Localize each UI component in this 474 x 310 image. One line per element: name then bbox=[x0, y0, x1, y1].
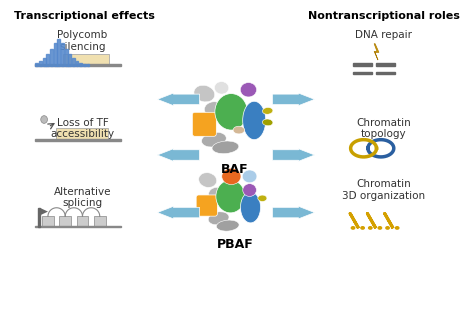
Ellipse shape bbox=[233, 126, 245, 134]
Bar bbox=[38, 208, 40, 227]
Ellipse shape bbox=[214, 82, 229, 94]
Ellipse shape bbox=[201, 132, 226, 147]
Bar bbox=[77, 216, 88, 227]
Ellipse shape bbox=[204, 102, 224, 116]
Ellipse shape bbox=[215, 94, 247, 130]
Text: DNA repair: DNA repair bbox=[355, 30, 412, 40]
Ellipse shape bbox=[209, 187, 225, 200]
Bar bbox=[87, 64, 90, 66]
FancyBboxPatch shape bbox=[192, 112, 216, 136]
Text: Polycomb
silencing: Polycomb silencing bbox=[57, 30, 108, 52]
Ellipse shape bbox=[368, 226, 373, 230]
Ellipse shape bbox=[258, 195, 267, 202]
Polygon shape bbox=[273, 93, 315, 106]
Polygon shape bbox=[157, 93, 200, 106]
Bar bbox=[79, 63, 82, 66]
Ellipse shape bbox=[240, 82, 256, 97]
Polygon shape bbox=[40, 208, 48, 215]
Bar bbox=[376, 72, 395, 74]
Bar bbox=[35, 139, 121, 141]
Ellipse shape bbox=[242, 170, 257, 183]
Polygon shape bbox=[157, 149, 200, 161]
Ellipse shape bbox=[263, 119, 273, 126]
Bar bbox=[64, 48, 67, 66]
FancyBboxPatch shape bbox=[64, 54, 109, 66]
Ellipse shape bbox=[41, 116, 47, 123]
Ellipse shape bbox=[243, 184, 256, 197]
Polygon shape bbox=[157, 206, 200, 219]
Polygon shape bbox=[374, 44, 379, 60]
Bar bbox=[46, 54, 49, 66]
Text: Alternative
splicing: Alternative splicing bbox=[54, 187, 111, 208]
Text: Chromatin
topology: Chromatin topology bbox=[356, 117, 411, 139]
Ellipse shape bbox=[216, 220, 239, 231]
Ellipse shape bbox=[216, 180, 245, 213]
Ellipse shape bbox=[208, 212, 229, 225]
Bar bbox=[353, 72, 372, 74]
Bar bbox=[59, 216, 71, 227]
Ellipse shape bbox=[351, 226, 356, 230]
Bar bbox=[376, 63, 395, 66]
Bar bbox=[54, 43, 56, 66]
Ellipse shape bbox=[243, 101, 266, 140]
Bar bbox=[72, 58, 75, 66]
Text: Transcriptional effects: Transcriptional effects bbox=[14, 11, 155, 21]
Ellipse shape bbox=[385, 226, 390, 230]
Ellipse shape bbox=[202, 200, 217, 211]
Text: PBAF: PBAF bbox=[217, 238, 254, 251]
Ellipse shape bbox=[212, 141, 239, 154]
Bar bbox=[39, 61, 42, 66]
Bar bbox=[35, 225, 121, 227]
Ellipse shape bbox=[377, 226, 383, 230]
Bar bbox=[75, 61, 79, 66]
Bar bbox=[36, 63, 38, 66]
Polygon shape bbox=[273, 149, 315, 161]
Ellipse shape bbox=[195, 117, 213, 131]
Bar bbox=[353, 63, 372, 66]
Ellipse shape bbox=[263, 108, 273, 114]
Text: BAF: BAF bbox=[221, 163, 249, 176]
Bar bbox=[42, 216, 54, 227]
Bar bbox=[50, 48, 53, 66]
Bar bbox=[57, 39, 60, 66]
Bar bbox=[43, 58, 46, 66]
Bar bbox=[61, 43, 64, 66]
FancyBboxPatch shape bbox=[55, 128, 109, 141]
Ellipse shape bbox=[222, 168, 241, 184]
Ellipse shape bbox=[360, 226, 365, 230]
Bar bbox=[68, 54, 71, 66]
FancyBboxPatch shape bbox=[196, 195, 218, 216]
Ellipse shape bbox=[240, 192, 261, 223]
Text: Loss of TF
accessibility: Loss of TF accessibility bbox=[50, 117, 115, 139]
Ellipse shape bbox=[194, 85, 215, 102]
Bar bbox=[35, 64, 121, 66]
Text: Chromatin
3D organization: Chromatin 3D organization bbox=[342, 179, 425, 201]
Polygon shape bbox=[273, 206, 315, 219]
Text: Nontranscriptional roles: Nontranscriptional roles bbox=[308, 11, 460, 21]
Bar bbox=[94, 216, 106, 227]
Ellipse shape bbox=[395, 226, 400, 230]
Ellipse shape bbox=[199, 173, 217, 188]
Bar bbox=[83, 64, 86, 66]
